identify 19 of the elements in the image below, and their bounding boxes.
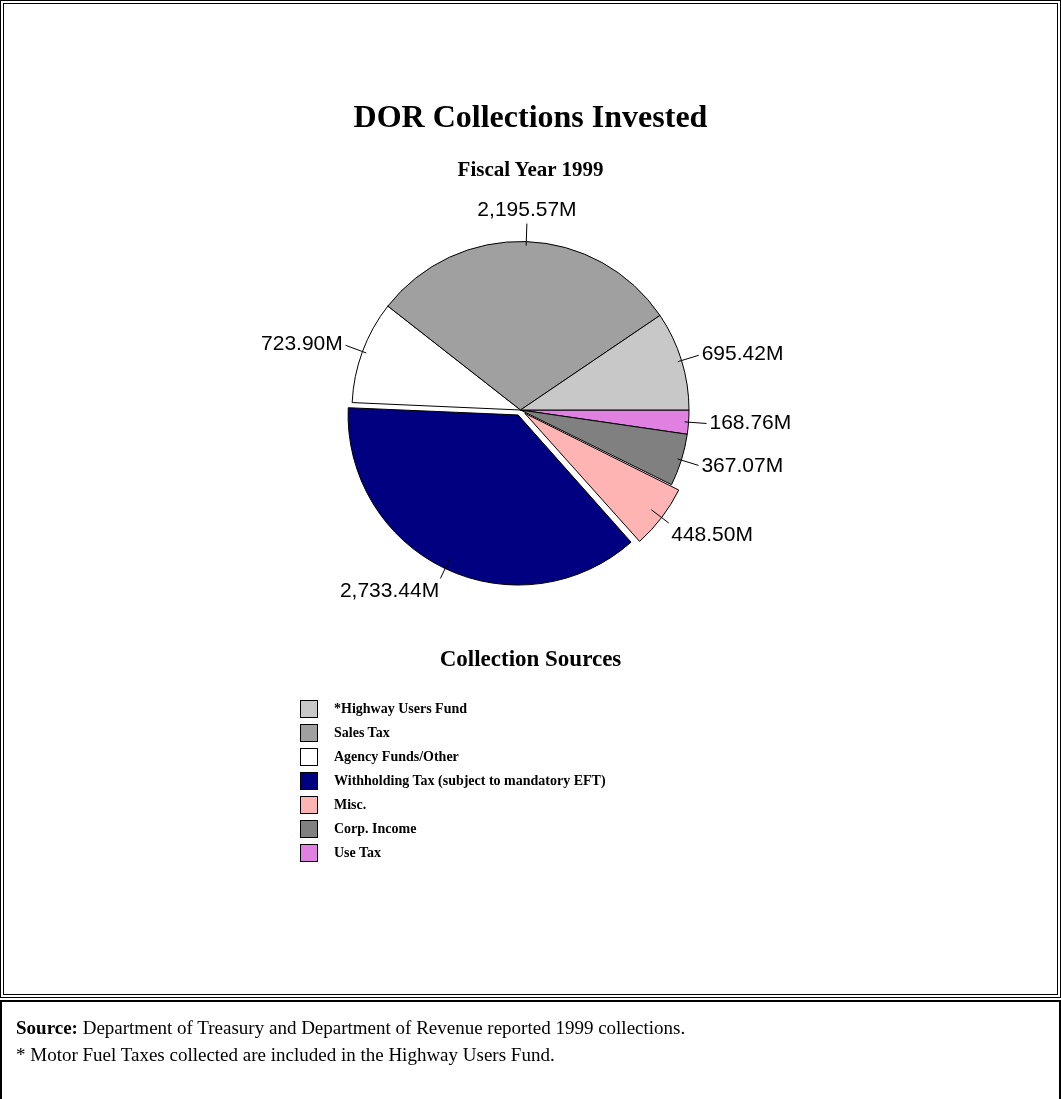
legend-label: Use Tax <box>334 845 382 861</box>
data-label: 448.50M <box>671 522 753 546</box>
legend-label: Sales Tax <box>334 725 390 741</box>
legend-label: Corp. Income <box>334 821 417 837</box>
data-label: 723.90M <box>261 331 343 355</box>
legend-label: *Highway Users Fund <box>334 701 468 717</box>
legend-label: Withholding Tax (subject to mandatory EFT) <box>334 773 606 789</box>
data-label: 168.76M <box>709 410 792 434</box>
chart-title: DOR Collections Invested <box>352 98 709 135</box>
data-label: 2,195.57M <box>477 196 577 220</box>
legend-label: Agency Funds/Other <box>334 749 459 765</box>
text: * Motor Fuel Taxes collected are included in the Highway Users Fund. <box>16 1043 556 1067</box>
chart-subtitle: Fiscal Year 1999 <box>456 157 605 182</box>
legend-label: Misc. <box>334 797 367 813</box>
data-label: 2,733.44M <box>339 578 440 602</box>
source-note: Source: Department of Treasury and Department of Revenue reported 1999 collections. <box>16 1016 686 1040</box>
data-label: 695.42M <box>701 341 784 365</box>
legend-title: Collection Sources <box>438 646 623 672</box>
data-label: 367.07M <box>701 453 784 477</box>
